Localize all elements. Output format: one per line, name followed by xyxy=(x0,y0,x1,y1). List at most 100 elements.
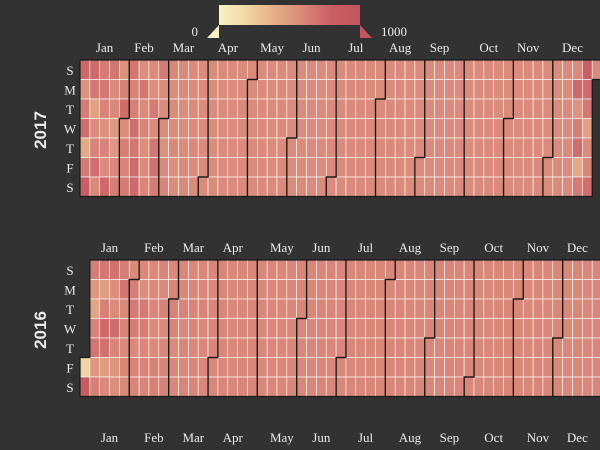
month-label: Apr xyxy=(223,240,244,255)
day-cell xyxy=(149,260,159,280)
day-cell xyxy=(494,319,504,339)
weekday-label: M xyxy=(64,82,76,97)
day-cell xyxy=(257,60,267,80)
day-cell xyxy=(90,280,100,300)
day-cell xyxy=(208,358,218,378)
day-cell xyxy=(523,60,533,80)
day-cell xyxy=(149,319,159,339)
day-cell xyxy=(336,280,346,300)
day-cell xyxy=(326,299,336,319)
day-cell xyxy=(277,119,287,139)
day-cell xyxy=(533,158,543,178)
day-cell xyxy=(208,377,218,397)
day-cell xyxy=(198,280,208,300)
day-cell xyxy=(297,99,307,119)
day-cell xyxy=(582,338,592,358)
day-cell xyxy=(385,260,395,280)
day-cell xyxy=(90,299,100,319)
day-cell xyxy=(169,377,179,397)
day-cell xyxy=(395,119,405,139)
day-cell xyxy=(356,158,366,178)
day-cell xyxy=(169,338,179,358)
day-cell xyxy=(385,80,395,100)
day-cell xyxy=(582,158,592,178)
day-cell xyxy=(188,177,198,197)
day-cell xyxy=(592,358,600,378)
day-cell xyxy=(385,377,395,397)
day-cell xyxy=(425,377,435,397)
day-cell xyxy=(494,338,504,358)
day-cell xyxy=(484,299,494,319)
weekday-label: M xyxy=(64,282,76,297)
day-cell xyxy=(228,358,238,378)
month-label: Jul xyxy=(358,240,374,255)
day-cell xyxy=(504,338,514,358)
day-cell xyxy=(159,99,169,119)
day-cell xyxy=(247,99,257,119)
day-cell xyxy=(425,119,435,139)
day-cell xyxy=(336,260,346,280)
day-cell xyxy=(346,338,356,358)
day-cell xyxy=(592,260,600,280)
day-cell xyxy=(395,377,405,397)
day-cell xyxy=(533,280,543,300)
day-cell xyxy=(198,60,208,80)
day-cell xyxy=(385,299,395,319)
day-cell xyxy=(169,358,179,378)
day-cell xyxy=(425,158,435,178)
day-cell xyxy=(238,99,248,119)
day-cell xyxy=(474,319,484,339)
day-cell xyxy=(504,280,514,300)
day-cell xyxy=(376,99,386,119)
day-cell xyxy=(228,80,238,100)
day-cell xyxy=(405,60,415,80)
day-cell xyxy=(110,138,120,158)
day-cell xyxy=(425,99,435,119)
day-cell xyxy=(484,138,494,158)
day-cell xyxy=(543,99,553,119)
day-cell xyxy=(563,260,573,280)
day-cell xyxy=(543,338,553,358)
day-cell xyxy=(543,299,553,319)
day-cell xyxy=(257,377,267,397)
day-cell xyxy=(464,177,474,197)
weekday-label: T xyxy=(66,141,74,156)
day-cell xyxy=(149,138,159,158)
day-cell xyxy=(267,80,277,100)
day-cell xyxy=(297,280,307,300)
day-cell xyxy=(257,358,267,378)
day-cell xyxy=(316,299,326,319)
day-cell xyxy=(139,138,149,158)
month-label: May xyxy=(260,40,284,55)
day-cell xyxy=(188,299,198,319)
day-cell xyxy=(188,319,198,339)
day-cell xyxy=(110,377,120,397)
day-cell xyxy=(188,60,198,80)
day-cell xyxy=(169,138,179,158)
day-cell xyxy=(376,280,386,300)
day-cell xyxy=(366,377,376,397)
day-cell xyxy=(543,358,553,378)
day-cell xyxy=(179,119,189,139)
day-cell xyxy=(159,60,169,80)
day-cell xyxy=(395,319,405,339)
day-cell xyxy=(425,260,435,280)
day-cell xyxy=(543,80,553,100)
day-cell xyxy=(582,299,592,319)
day-cell xyxy=(592,280,600,300)
day-cell xyxy=(110,119,120,139)
day-cell xyxy=(395,177,405,197)
day-cell xyxy=(119,99,129,119)
day-cell xyxy=(464,319,474,339)
day-cell xyxy=(405,158,415,178)
day-cell xyxy=(297,338,307,358)
day-cell xyxy=(316,99,326,119)
day-cell xyxy=(307,80,317,100)
day-cell xyxy=(513,299,523,319)
day-cell xyxy=(90,177,100,197)
day-cell xyxy=(376,138,386,158)
day-cell xyxy=(277,80,287,100)
day-cell xyxy=(100,280,110,300)
day-cell xyxy=(110,260,120,280)
day-cell xyxy=(188,119,198,139)
